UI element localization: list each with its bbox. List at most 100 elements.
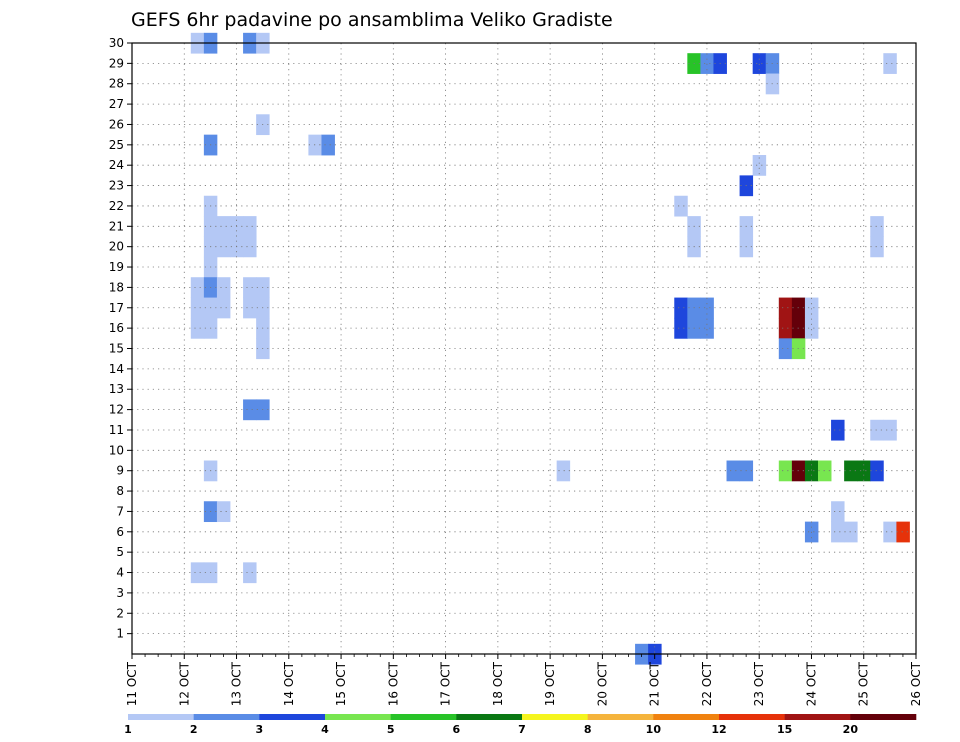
heatmap-cell: [216, 216, 231, 237]
colorbar-swatch: [719, 714, 785, 720]
y-tick-label: 9: [116, 464, 124, 478]
x-tick-label: 14 OCT: [282, 661, 296, 706]
heatmap-cell: [870, 419, 884, 441]
colorbar-swatch: [259, 714, 326, 720]
colorbar-swatch: [587, 714, 654, 720]
colorbar-swatch: [325, 714, 391, 720]
heatmap-cell: [216, 236, 231, 258]
heatmap-cell: [778, 297, 793, 319]
heatmap-cell: [883, 521, 897, 543]
y-tick-label: 6: [116, 525, 124, 539]
x-tick-label: 12 OCT: [177, 661, 191, 706]
heatmap-cell: [778, 317, 793, 339]
colorbar-label: 8: [584, 723, 592, 736]
colorbar-swatch: [456, 714, 523, 720]
heatmap-cell: [700, 297, 714, 319]
colorbar-swatch: [522, 714, 588, 720]
heatmap-cell: [752, 155, 767, 176]
heatmap-cell: [844, 460, 858, 482]
y-tick-label: 7: [116, 504, 124, 518]
y-tick-label: 3: [116, 586, 124, 600]
heatmap-cell: [216, 277, 231, 298]
heatmap-cell: [674, 317, 688, 339]
y-tick-label: 28: [109, 77, 124, 91]
heatmap-cell: [896, 521, 910, 543]
x-tick-label: 15 OCT: [334, 661, 348, 706]
y-tick-label: 11: [109, 423, 124, 437]
heatmap-cell: [778, 460, 793, 482]
y-tick-label: 12: [109, 403, 124, 417]
colorbar-label: 7: [518, 723, 526, 736]
heatmap-cell: [216, 501, 231, 523]
x-tick-label: 11 OCT: [125, 661, 139, 706]
colorbar-swatch: [128, 714, 194, 720]
heatmap-cell: [831, 501, 845, 523]
y-tick-label: 16: [109, 321, 124, 335]
colorbar-swatch: [390, 714, 457, 720]
y-tick-label: 26: [109, 117, 124, 131]
x-tick-label: 13 OCT: [230, 661, 244, 706]
heatmap-cell: [831, 419, 845, 441]
colorbar-swatch: [653, 714, 720, 720]
heatmap-cell: [870, 236, 884, 258]
y-tick-label: 22: [109, 199, 124, 213]
y-tick-label: 21: [109, 219, 124, 233]
x-tick-label: 23 OCT: [752, 661, 766, 706]
heatmap-cell: [190, 317, 205, 339]
colorbar-label: 2: [190, 723, 198, 736]
heatmap-cell: [870, 460, 884, 482]
heatmap-cell: [804, 297, 819, 319]
x-axis: 11 OCT 12 OCT 13 OCT 14 OCT 15 OCT 16 OCT 17 O…: [125, 654, 923, 706]
x-tick-label: 22 OCT: [700, 661, 714, 706]
y-axis: 1234567891011121314151617181920212223242…: [109, 36, 132, 641]
heatmap-cell: [883, 53, 897, 74]
colorbar-label: 4: [321, 723, 329, 736]
y-tick-label: 18: [109, 280, 124, 294]
x-tick-label: 21 OCT: [648, 661, 662, 706]
heatmap-cell: [556, 460, 571, 482]
y-tick-label: 19: [109, 260, 124, 274]
x-tick-label: 25 OCT: [857, 661, 871, 706]
y-tick-label: 24: [109, 158, 124, 172]
heatmap-cell: [844, 521, 858, 543]
chart-title: GEFS 6hr padavine po ansamblima Veliko G…: [131, 9, 613, 31]
heatmap-cell: [857, 460, 871, 482]
colorbar-label: 3: [256, 723, 264, 736]
heatmap-cell: [700, 317, 714, 339]
y-tick-label: 23: [109, 179, 124, 193]
y-tick-label: 1: [116, 627, 124, 641]
heatmap-cell: [190, 297, 205, 319]
y-tick-label: 10: [109, 443, 124, 457]
heatmap-cell: [243, 399, 257, 421]
heatmap-cell: [870, 216, 884, 237]
heatmap-cell: [700, 53, 714, 74]
heatmap-cell: [216, 297, 231, 319]
heatmap-cell: [190, 562, 205, 584]
heatmap-cell: [243, 236, 257, 258]
y-tick-label: 8: [116, 484, 124, 498]
heatmap-cell: [726, 460, 740, 482]
x-tick-label: 18 OCT: [491, 661, 505, 706]
grid-lines: [132, 43, 916, 654]
heatmap-cell: [321, 134, 335, 156]
heatmap-cell: [243, 277, 257, 298]
heatmap-cell: [778, 338, 793, 360]
colorbar-swatch: [784, 714, 851, 720]
y-tick-label: 27: [109, 97, 124, 111]
x-tick-label: 24 OCT: [804, 661, 818, 706]
colorbar-label: 20: [843, 723, 859, 736]
x-tick-label: 17 OCT: [439, 661, 453, 706]
x-tick-label: 16 OCT: [386, 661, 400, 706]
y-tick-label: 14: [109, 362, 124, 376]
colorbar-swatch: [850, 714, 917, 720]
y-tick-label: 2: [116, 606, 124, 620]
heatmap-cell: [752, 53, 767, 74]
heatmap-cell: [674, 297, 688, 319]
x-tick-label: 19 OCT: [543, 661, 557, 706]
heatmap-cell: [804, 317, 819, 339]
heatmap-cell: [674, 195, 688, 217]
colorbar-label: 15: [777, 723, 792, 736]
colorbar-label: 10: [646, 723, 662, 736]
x-tick-label: 20 OCT: [595, 661, 609, 706]
